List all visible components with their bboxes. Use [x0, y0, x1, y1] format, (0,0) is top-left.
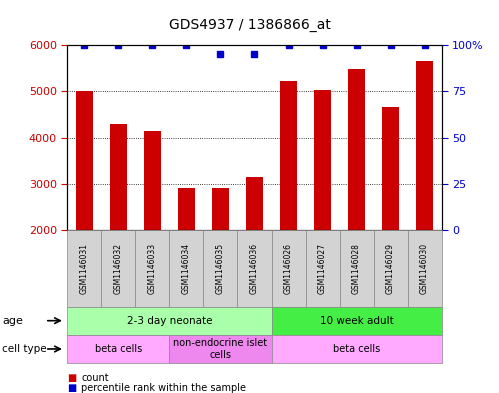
Bar — [416, 61, 433, 230]
Text: count: count — [81, 373, 109, 383]
Bar — [280, 81, 297, 230]
Text: GSM1146035: GSM1146035 — [216, 242, 225, 294]
Text: 10 week adult: 10 week adult — [320, 316, 393, 326]
Text: GSM1146026: GSM1146026 — [284, 243, 293, 294]
Bar — [178, 188, 195, 230]
Bar — [382, 107, 399, 230]
Text: GSM1146028: GSM1146028 — [352, 243, 361, 294]
Text: GSM1146031: GSM1146031 — [80, 243, 89, 294]
Text: percentile rank within the sample: percentile rank within the sample — [81, 383, 247, 393]
Text: ■: ■ — [67, 373, 77, 383]
Text: GSM1146033: GSM1146033 — [148, 242, 157, 294]
Bar — [144, 130, 161, 230]
Text: GSM1146030: GSM1146030 — [420, 242, 429, 294]
Text: GSM1146034: GSM1146034 — [182, 242, 191, 294]
Bar — [348, 69, 365, 230]
Bar — [314, 90, 331, 230]
Text: GSM1146036: GSM1146036 — [250, 242, 259, 294]
Text: GSM1146032: GSM1146032 — [114, 243, 123, 294]
Text: cell type: cell type — [2, 344, 47, 354]
Text: non-endocrine islet
cells: non-endocrine islet cells — [174, 338, 267, 360]
Text: beta cells: beta cells — [95, 344, 142, 354]
Text: beta cells: beta cells — [333, 344, 380, 354]
Text: GDS4937 / 1386866_at: GDS4937 / 1386866_at — [169, 18, 330, 32]
Text: 2-3 day neonate: 2-3 day neonate — [127, 316, 212, 326]
Text: GSM1146029: GSM1146029 — [386, 243, 395, 294]
Bar — [212, 188, 229, 230]
Bar — [246, 177, 263, 230]
Text: GSM1146027: GSM1146027 — [318, 243, 327, 294]
Text: age: age — [2, 316, 23, 326]
Bar — [110, 124, 127, 230]
Text: ■: ■ — [67, 383, 77, 393]
Bar — [76, 91, 93, 230]
